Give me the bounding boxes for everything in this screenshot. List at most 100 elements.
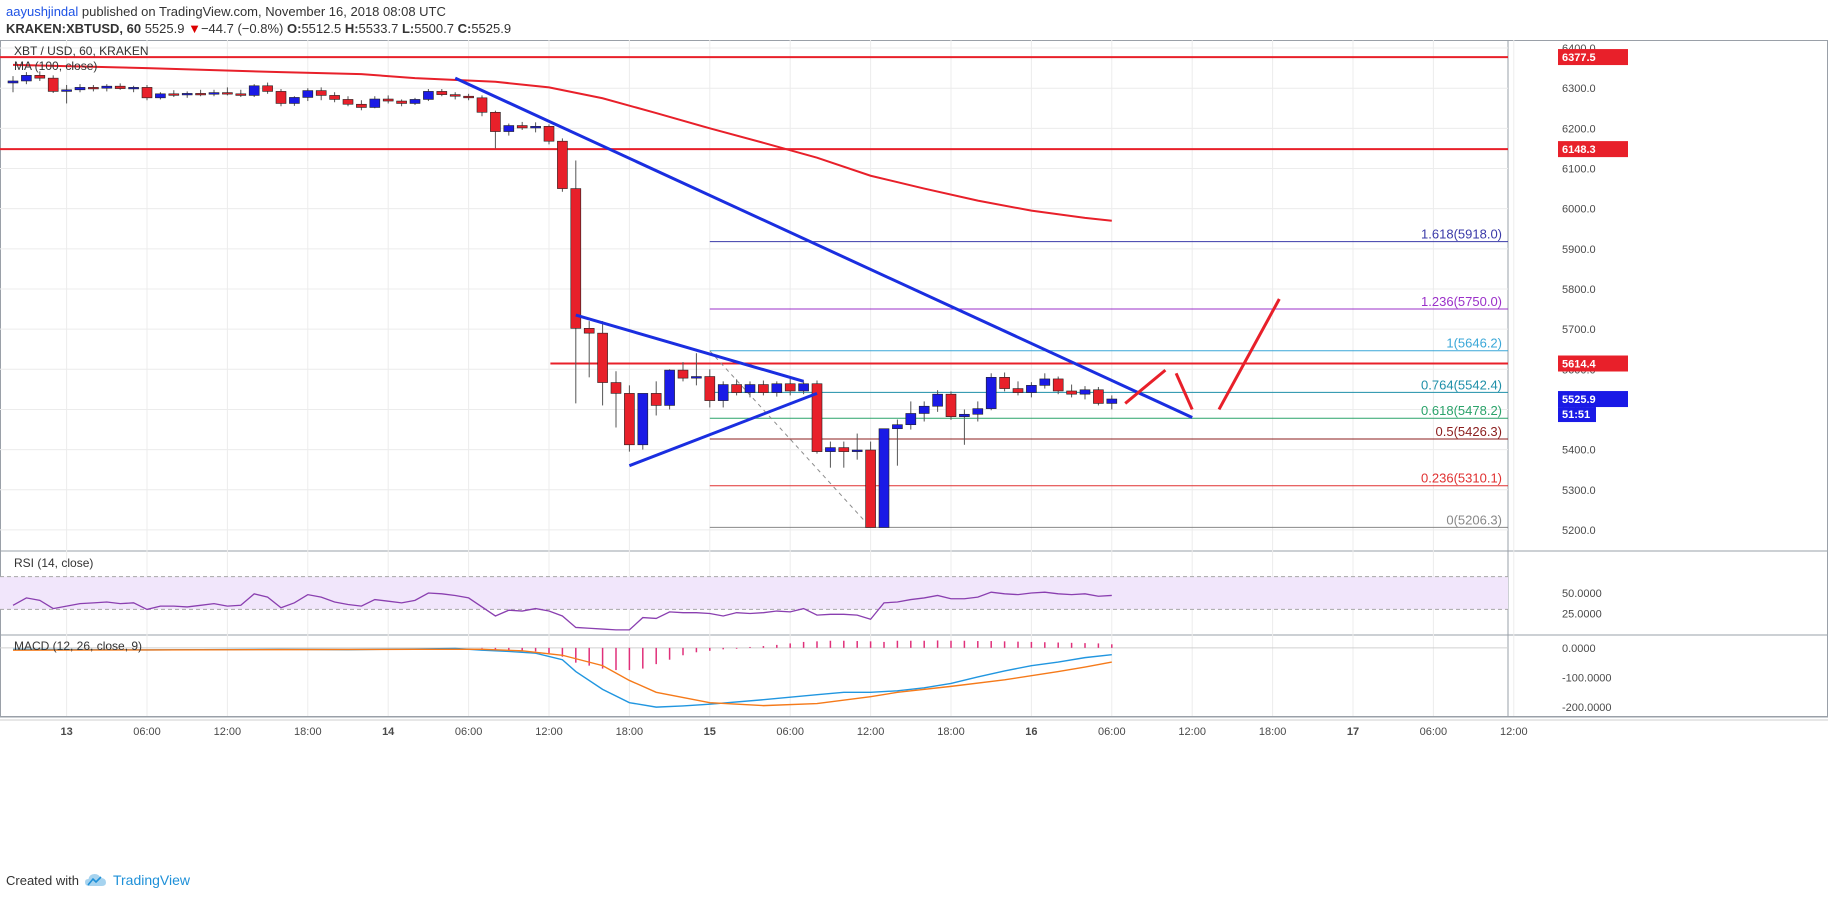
rsi-tick-label: 25.0000 xyxy=(1562,609,1602,621)
price-level-tag xyxy=(1558,141,1628,158)
candle-body xyxy=(811,383,823,452)
candle-body xyxy=(516,125,528,129)
candle-body xyxy=(47,77,59,92)
candle-body xyxy=(463,95,474,99)
candle-body xyxy=(918,405,930,414)
rsi-line xyxy=(12,591,1112,631)
fib-level-label: 0.5(5426.3) xyxy=(1436,424,1503,439)
trendline xyxy=(575,313,805,383)
y-tick-label: 6300.0 xyxy=(1562,83,1596,95)
x-tick-label: 16 xyxy=(1025,726,1037,738)
candle-body xyxy=(1012,388,1024,393)
symbol-label: KRAKEN:XBTUSD, 60 xyxy=(6,21,142,36)
y-tick-label: 5900.0 xyxy=(1562,244,1596,256)
price-level-tag xyxy=(1558,355,1628,372)
current-price-label: 5525.9 xyxy=(1562,394,1596,406)
tradingview-cloud-icon xyxy=(84,874,106,886)
author-link[interactable]: aayushjindal xyxy=(6,4,79,19)
candle-body xyxy=(329,95,340,100)
macd-tick-label: -200.0000 xyxy=(1562,702,1612,714)
x-tick-label: 12:00 xyxy=(1500,726,1528,738)
candle-body xyxy=(597,332,608,383)
macd-line xyxy=(12,647,1112,708)
candle-body xyxy=(409,99,421,104)
candle-body xyxy=(369,98,381,108)
candle-body xyxy=(583,328,595,334)
candle-body xyxy=(838,447,850,452)
tradingview-link[interactable]: TradingView xyxy=(112,872,191,888)
chart-canvas[interactable]: 13 06:00 12:00 18:00 14 06:00 12:00 18:00 15 06:0… xyxy=(0,40,1828,868)
x-tick-label: 06:00 xyxy=(133,726,161,738)
candle-body xyxy=(932,393,943,407)
fib-level-label: 1.618(5918.0) xyxy=(1421,227,1502,242)
x-tick-label: 12:00 xyxy=(1178,726,1206,738)
candle-body xyxy=(289,97,300,104)
candle-body xyxy=(195,93,206,96)
macd-tick-label: 0.0000 xyxy=(1562,643,1596,655)
candle-body xyxy=(222,92,233,95)
publish-info: aayushjindal published on TradingView.co… xyxy=(6,4,446,19)
candle-body xyxy=(302,90,314,98)
high-label: H: xyxy=(344,21,359,36)
candle-body xyxy=(436,91,448,95)
fib-level-label: 0.236(5310.1) xyxy=(1421,471,1502,486)
candle-body xyxy=(1079,389,1091,395)
candle-body xyxy=(1106,398,1118,404)
y-tick-label: 5400.0 xyxy=(1562,445,1596,457)
close-label: C: xyxy=(457,21,472,36)
candle-body xyxy=(999,377,1010,389)
x-tick-label: 15 xyxy=(704,726,716,738)
candle-body xyxy=(543,126,555,142)
high-value: 5533.7 xyxy=(358,21,399,36)
candle-body xyxy=(677,369,689,379)
x-tick-label: 18:00 xyxy=(1259,726,1287,738)
x-tick-label: 06:00 xyxy=(455,726,483,738)
x-tick-label: 17 xyxy=(1347,726,1359,738)
last-price: 5525.9 xyxy=(144,21,185,36)
macd-signal-line xyxy=(12,648,1112,707)
candle-body xyxy=(637,393,649,446)
rsi-tick-label: 50.0000 xyxy=(1562,588,1602,600)
candle-body xyxy=(114,85,126,89)
candle-body xyxy=(21,75,32,82)
candle-body xyxy=(235,93,247,96)
trendline xyxy=(628,391,818,468)
candle-body xyxy=(744,384,756,393)
fib-level-label: 1.236(5750.0) xyxy=(1421,294,1502,309)
candle-body xyxy=(851,449,863,452)
current-price-tag xyxy=(1558,391,1628,408)
candle-body xyxy=(262,85,273,92)
candle-body xyxy=(959,413,970,417)
candle-body xyxy=(34,75,46,79)
fib-level-label: 0(5206.3) xyxy=(1446,512,1502,527)
candle-body xyxy=(141,87,153,99)
candle-body xyxy=(155,93,166,99)
candle-body xyxy=(530,126,541,129)
candle-body xyxy=(128,87,139,90)
candle-body xyxy=(825,447,836,452)
macd-tick-label: -100.0000 xyxy=(1562,672,1612,684)
candle-body xyxy=(1066,390,1077,395)
countdown-tag xyxy=(1558,407,1596,423)
y-tick-label: 6000.0 xyxy=(1562,204,1596,216)
x-tick-label: 06:00 xyxy=(1420,726,1448,738)
candle-body xyxy=(382,98,394,102)
candle-body xyxy=(771,383,783,393)
macd-label: MACD (12, 26, close, 9) xyxy=(14,639,142,653)
candle-body xyxy=(570,188,582,329)
down-arrow-icon: ▼ xyxy=(188,21,201,36)
candle-body xyxy=(396,100,407,104)
x-tick-label: 12:00 xyxy=(535,726,563,738)
open-value: 5512.5 xyxy=(301,21,342,36)
x-tick-label: 12:00 xyxy=(857,726,885,738)
x-tick-label: 12:00 xyxy=(214,726,242,738)
candle-body xyxy=(74,87,86,91)
ma-100-line xyxy=(12,63,1112,222)
candle-body xyxy=(1026,385,1037,393)
close-value: 5525.9 xyxy=(471,21,512,36)
candle-body xyxy=(7,80,19,84)
candle-body xyxy=(168,93,180,96)
candle-body xyxy=(610,382,622,394)
chart-title: XBT / USD, 60, KRAKEN xyxy=(14,44,149,58)
countdown-label: 51:51 xyxy=(1562,409,1590,421)
